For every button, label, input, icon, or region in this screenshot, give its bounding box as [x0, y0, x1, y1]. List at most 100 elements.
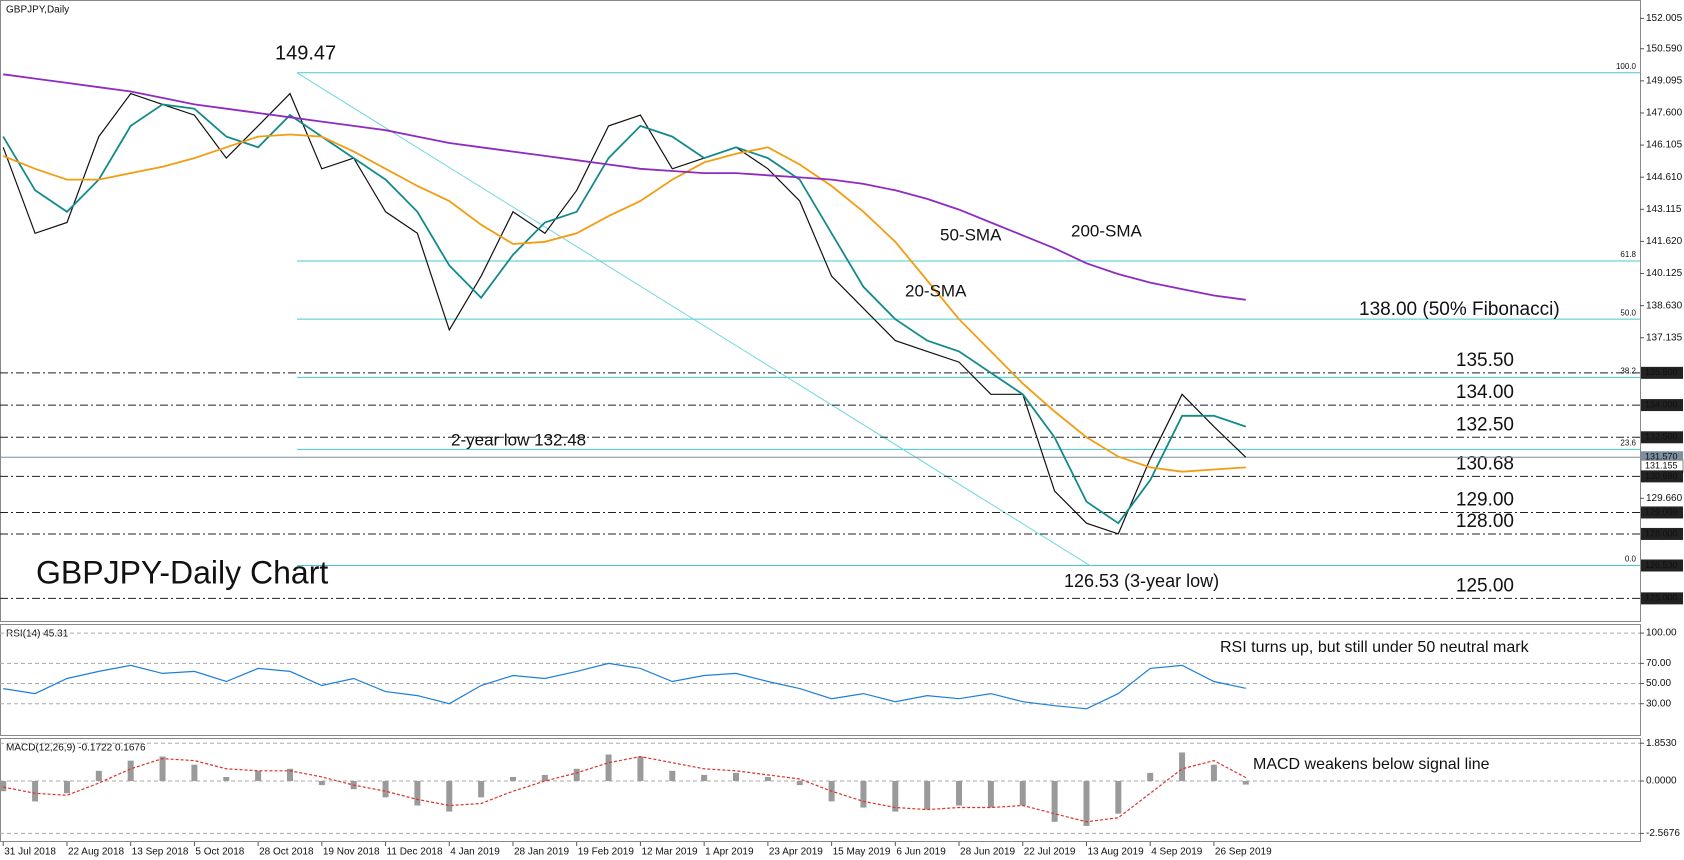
histogram-bar — [1019, 781, 1026, 806]
fib-label: 100.0 — [1616, 62, 1637, 71]
histogram-bar — [541, 774, 548, 782]
level-label: 135.50 — [1456, 350, 1514, 371]
x-tick-label: 4 Sep 2019 — [1151, 847, 1203, 858]
histogram-bar — [701, 774, 708, 782]
x-tick-label: 15 May 2019 — [833, 847, 891, 858]
histogram-bar — [255, 770, 262, 782]
rsi-title: RSI(14) 45.31 — [6, 629, 69, 640]
series-label: 50-SMA — [940, 225, 1002, 244]
histogram-bar — [1051, 781, 1058, 822]
histogram-bar — [127, 760, 134, 782]
price-box-label: 129.000 — [1645, 507, 1678, 517]
y-tick-label: 149.095 — [1646, 76, 1683, 87]
series-line — [2, 103, 1247, 525]
histogram-bar — [892, 781, 899, 812]
x-tick-label: 13 Sep 2018 — [132, 847, 189, 858]
histogram-bar — [1147, 772, 1154, 782]
series-line — [3, 662, 1246, 710]
level-label: 132.50 — [1456, 414, 1514, 435]
y-tick-label: -2.5676 — [1646, 828, 1680, 839]
y-tick-label: 70.00 — [1646, 658, 1671, 669]
price-box — [1641, 527, 1683, 540]
x-tick-label: 13 Aug 2019 — [1087, 847, 1144, 858]
y-tick-label: 146.105 — [1646, 140, 1683, 151]
histogram-bar — [318, 781, 325, 786]
histogram-bar — [159, 756, 166, 782]
price-box — [1641, 399, 1683, 412]
histogram-bar — [1210, 764, 1217, 782]
histogram-bar — [733, 772, 740, 782]
macd-annotation: MACD weakens below signal line — [1253, 756, 1490, 773]
y-tick-label: 143.115 — [1646, 204, 1682, 215]
histogram-bar — [95, 770, 102, 782]
y-tick-label: 138.630 — [1646, 300, 1683, 311]
price-box-label: 134.000 — [1645, 399, 1678, 409]
rsi-panel — [0, 624, 1641, 736]
price-box-label: 131.155 — [1645, 461, 1678, 471]
fib-label: 23.6 — [1620, 438, 1636, 447]
series-line — [2, 133, 1246, 473]
histogram-bar — [956, 781, 963, 806]
x-tick-label: 31 Jul 2018 — [4, 847, 56, 858]
y-tick-label: 0.0000 — [1646, 776, 1677, 787]
macd-title: MACD(12,26,9) -0.1722 0.1676 — [6, 743, 146, 754]
annotation: GBPJPY-Daily Chart — [36, 554, 328, 590]
level-label: 129.00 — [1456, 489, 1514, 510]
trend-line — [296, 72, 1091, 566]
histogram-bar — [573, 768, 580, 782]
y-tick-label: 141.620 — [1646, 236, 1683, 247]
level-label: 130.68 — [1456, 453, 1514, 474]
price-box-label: 131.570 — [1645, 452, 1678, 462]
histogram-bar — [510, 776, 516, 782]
series-line — [2, 92, 1247, 535]
histogram-bar — [286, 768, 293, 782]
histogram-bar — [478, 781, 485, 798]
main-panel — [0, 0, 1641, 622]
price-box — [1641, 366, 1683, 379]
histogram-bar — [223, 776, 230, 782]
histogram-bar — [637, 756, 644, 782]
y-tick-label: 1.8530 — [1646, 738, 1677, 749]
histogram-bar — [446, 781, 453, 812]
main-title: GBPJPY,Daily — [6, 5, 69, 16]
price-box — [1641, 559, 1683, 572]
histogram-bar — [924, 781, 931, 810]
annotation: 138.00 (50% Fibonacci) — [1359, 299, 1560, 320]
histogram-bar — [0, 781, 7, 792]
x-tick-label: 28 Oct 2018 — [259, 847, 314, 858]
x-tick-label: 1 Apr 2019 — [705, 847, 754, 858]
histogram-bar — [1083, 781, 1090, 826]
histogram-bar — [860, 781, 867, 808]
price-box — [1641, 592, 1683, 605]
y-tick-label: 140.125 — [1646, 268, 1683, 279]
macd-panel — [0, 738, 1641, 842]
histogram-bar — [414, 781, 421, 806]
fib-label: 50.0 — [1620, 308, 1636, 317]
histogram-bar — [796, 781, 803, 786]
level-label: 134.00 — [1456, 382, 1514, 403]
annotation: 126.53 (3-year low) — [1064, 571, 1219, 591]
price-box-label: 135.500 — [1645, 367, 1678, 377]
y-tick-label: 129.660 — [1646, 493, 1683, 504]
x-tick-label: 19 Nov 2018 — [323, 847, 380, 858]
annotation: 149.47 — [275, 42, 336, 64]
histogram-bar — [987, 781, 994, 808]
y-tick-label: 144.610 — [1646, 172, 1683, 183]
x-tick-label: 23 Apr 2019 — [769, 847, 823, 858]
x-tick-label: 28 Jan 2019 — [514, 847, 569, 858]
histogram-bar — [191, 764, 198, 782]
histogram-bar — [669, 770, 676, 782]
fib-label: 0.0 — [1625, 555, 1637, 564]
x-tick-label: 11 Dec 2018 — [387, 847, 443, 858]
price-box — [1641, 470, 1683, 483]
price-box-label: 128.000 — [1645, 528, 1678, 538]
annotation: 2-year low 132.48 — [451, 430, 586, 449]
histogram-bar — [1179, 752, 1186, 782]
histogram-bar — [32, 781, 39, 802]
histogram-bar — [764, 776, 771, 782]
series-label: 20-SMA — [905, 281, 967, 300]
y-tick-label: 147.600 — [1646, 108, 1683, 119]
y-tick-label: 152.005 — [1646, 13, 1683, 24]
fib-label: 61.8 — [1620, 250, 1636, 259]
